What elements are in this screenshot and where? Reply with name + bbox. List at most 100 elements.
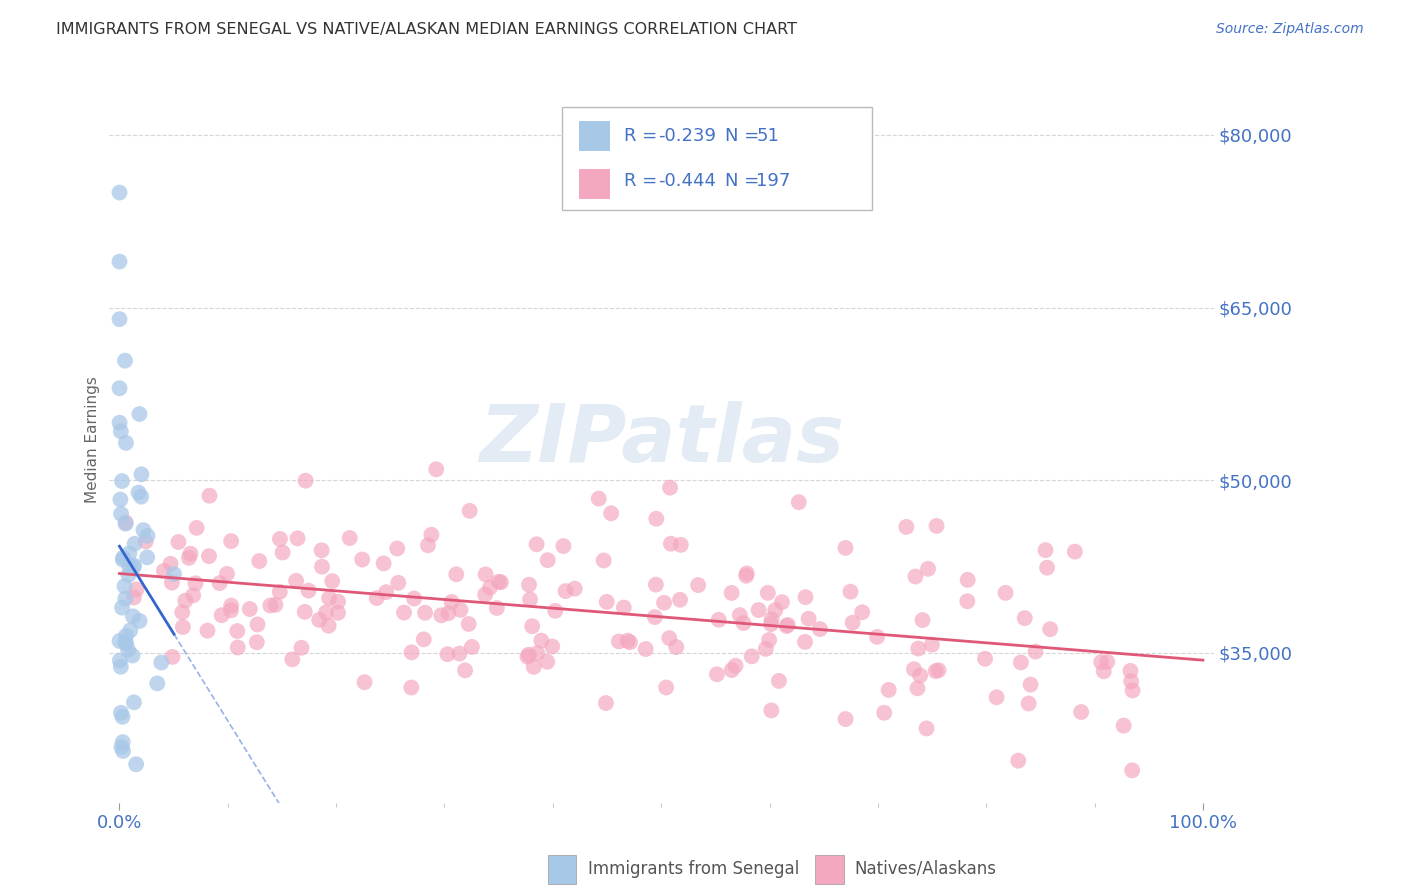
- Point: [215, 566, 238, 581]
- Point: [911, 613, 934, 627]
- Text: Natives/Alaskans: Natives/Alaskans: [855, 860, 997, 878]
- Point: [834, 541, 856, 555]
- Point: [271, 545, 294, 559]
- Point: [600, 506, 623, 520]
- Point: [163, 567, 186, 582]
- Point: [160, 575, 183, 590]
- Point: [446, 567, 468, 582]
- Point: [756, 586, 779, 600]
- Point: [153, 564, 176, 578]
- Point: [114, 516, 136, 531]
- Point: [516, 649, 538, 664]
- Text: R =: R =: [624, 172, 664, 190]
- Point: [353, 675, 375, 690]
- Point: [111, 600, 134, 615]
- Point: [724, 658, 747, 673]
- Point: [108, 653, 131, 667]
- Point: [281, 652, 304, 666]
- Point: [404, 591, 426, 606]
- Point: [110, 492, 132, 507]
- Point: [294, 474, 316, 488]
- Point: [264, 598, 287, 612]
- Point: [904, 569, 927, 583]
- Point: [644, 577, 666, 591]
- Point: [425, 462, 447, 476]
- Point: [925, 519, 948, 533]
- Point: [592, 553, 614, 567]
- Point: [517, 578, 540, 592]
- Point: [440, 595, 463, 609]
- Point: [246, 635, 269, 649]
- Point: [669, 592, 692, 607]
- Point: [311, 559, 333, 574]
- Point: [907, 681, 929, 696]
- Point: [1112, 718, 1135, 732]
- Point: [108, 186, 131, 200]
- Point: [392, 606, 415, 620]
- Point: [269, 532, 291, 546]
- Point: [172, 605, 194, 619]
- Point: [198, 549, 221, 563]
- Point: [748, 603, 770, 617]
- Point: [956, 594, 979, 608]
- Point: [733, 616, 755, 631]
- Point: [162, 649, 184, 664]
- Point: [114, 635, 136, 649]
- Point: [131, 467, 153, 482]
- Point: [461, 640, 484, 654]
- Point: [110, 507, 132, 521]
- Point: [761, 612, 783, 626]
- Point: [259, 599, 281, 613]
- Point: [1039, 622, 1062, 636]
- Point: [125, 582, 148, 597]
- Point: [401, 681, 423, 695]
- Point: [607, 634, 630, 648]
- Point: [553, 539, 575, 553]
- Point: [120, 624, 142, 638]
- Point: [315, 606, 337, 620]
- Point: [326, 594, 349, 608]
- Point: [728, 608, 751, 623]
- Point: [226, 624, 249, 638]
- Point: [616, 633, 638, 648]
- Point: [321, 574, 343, 589]
- Text: 51: 51: [756, 127, 779, 145]
- Point: [797, 612, 820, 626]
- Point: [115, 435, 138, 450]
- Point: [956, 573, 979, 587]
- Point: [208, 576, 231, 591]
- Point: [184, 576, 207, 591]
- Point: [541, 640, 564, 654]
- Point: [530, 633, 553, 648]
- Point: [564, 582, 586, 596]
- Point: [775, 619, 797, 633]
- Point: [619, 635, 641, 649]
- Point: [1010, 656, 1032, 670]
- Point: [179, 547, 201, 561]
- Point: [326, 606, 349, 620]
- Point: [735, 568, 758, 582]
- Point: [1035, 543, 1057, 558]
- Point: [297, 583, 319, 598]
- Point: [437, 606, 460, 620]
- Point: [1097, 655, 1119, 669]
- Point: [219, 534, 242, 549]
- Point: [125, 757, 148, 772]
- Point: [150, 656, 173, 670]
- Point: [172, 620, 194, 634]
- Point: [111, 710, 134, 724]
- Point: [122, 609, 145, 624]
- Y-axis label: Median Earnings: Median Earnings: [86, 376, 100, 503]
- Point: [108, 312, 131, 326]
- Point: [645, 512, 668, 526]
- Point: [544, 604, 567, 618]
- Point: [613, 600, 636, 615]
- Point: [129, 490, 152, 504]
- Point: [287, 532, 309, 546]
- Point: [136, 550, 159, 565]
- Point: [181, 588, 204, 602]
- Point: [118, 546, 141, 560]
- Point: [735, 566, 758, 581]
- Point: [658, 631, 681, 645]
- Point: [226, 640, 249, 655]
